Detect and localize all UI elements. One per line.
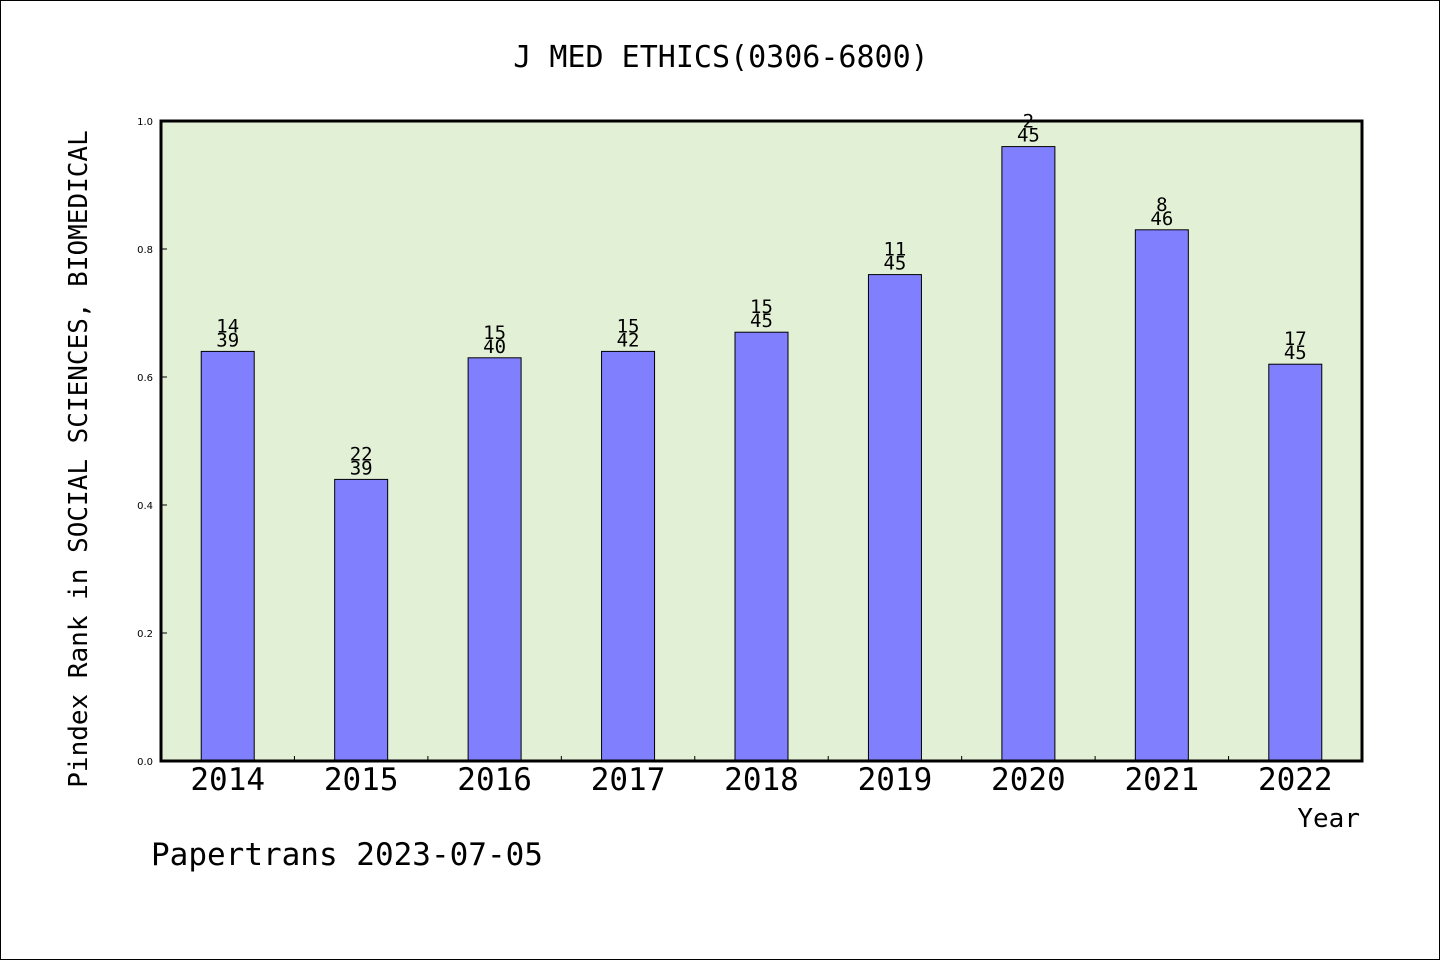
- bar-rank-label-2018: 15: [750, 296, 773, 318]
- bar-rank-label-2016: 15: [483, 322, 506, 344]
- bar-2014: [200, 350, 255, 762]
- bar-rank-label-2021: 8: [1156, 194, 1167, 216]
- y-axis-label: Pindex Rank in SOCIAL SCIENCES, BIOMEDIC…: [64, 130, 94, 787]
- bar-2021: [1134, 229, 1189, 762]
- bar-total-label-2019: 45: [883, 253, 906, 275]
- bar-rank-label-2022: 17: [1284, 328, 1307, 350]
- bar-2015: [334, 478, 389, 762]
- bar-total-label-2015: 39: [350, 457, 373, 479]
- bar-2022: [1268, 363, 1323, 762]
- bar-rank-label-2019: 11: [883, 239, 906, 261]
- x-tick-label-2014: 2014: [190, 762, 265, 798]
- y-tick-label: 0.4: [137, 501, 153, 512]
- bar-rank-label-2014: 14: [216, 315, 239, 337]
- bar-2017: [601, 350, 656, 762]
- y-tick-label: 0.6: [137, 373, 153, 384]
- bars-layer: [200, 146, 1323, 762]
- plot-border: [159, 119, 1364, 763]
- x-tick-label-2015: 2015: [324, 762, 399, 798]
- x-axis-label: Year: [1297, 804, 1360, 834]
- bar-total-label-2020: 45: [1017, 125, 1040, 147]
- y-tick-label: 0.2: [137, 629, 153, 640]
- x-tick-label-2016: 2016: [457, 762, 532, 798]
- x-tick-label-2022: 2022: [1258, 762, 1333, 798]
- bar-2016: [467, 357, 522, 762]
- bar-total-label-2022: 45: [1284, 342, 1307, 364]
- bar-rank-label-2017: 15: [617, 315, 640, 337]
- x-tick-label-2017: 2017: [591, 762, 666, 798]
- bar-total-label-2017: 42: [617, 329, 640, 351]
- y-tick-label: 0.8: [137, 245, 153, 256]
- bar-2019: [867, 274, 922, 762]
- bar-total-label-2016: 40: [483, 336, 506, 358]
- x-axis: 2014 2015 2016 2017 2018 2019 2020 2021 2022: [190, 756, 1333, 798]
- bar-total-label-2018: 45: [750, 310, 773, 332]
- footer-credit: Papertrans 2023-07-05: [151, 837, 543, 873]
- x-tick-label-2020: 2020: [991, 762, 1066, 798]
- bar-2020: [1001, 146, 1056, 762]
- bar-total-label-2021: 46: [1150, 208, 1173, 230]
- x-tick-label-2021: 2021: [1125, 762, 1200, 798]
- x-tick-label-2019: 2019: [858, 762, 933, 798]
- bar-rank-label-2015: 22: [350, 443, 373, 465]
- y-tick-label: 1.0: [137, 117, 153, 128]
- x-tick-label-2018: 2018: [724, 762, 799, 798]
- chart-title: J MED ETHICS(0306-6800): [513, 40, 928, 75]
- bar-total-label-2014: 39: [216, 329, 239, 351]
- y-tick-label: 0.0: [137, 757, 153, 768]
- bar-2018: [734, 331, 789, 762]
